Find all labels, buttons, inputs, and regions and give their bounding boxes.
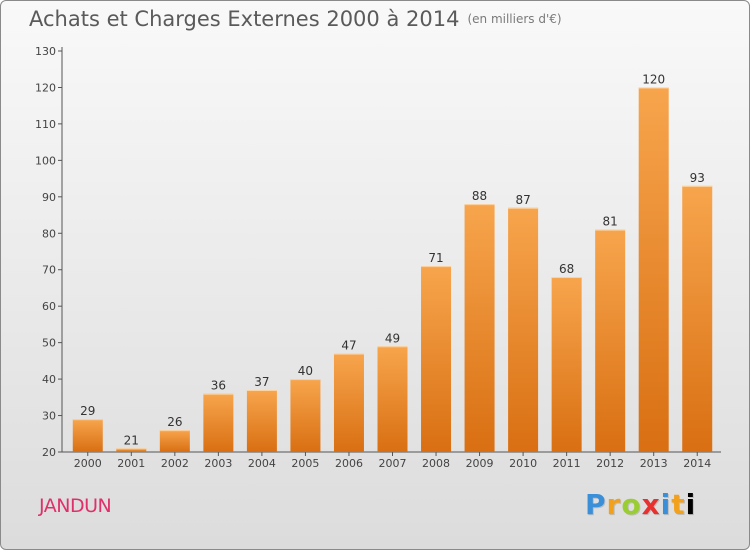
y-tick-label: 120: [35, 81, 56, 94]
commune-name: JANDUN: [39, 495, 112, 517]
data-label-2007: 49: [385, 331, 400, 345]
bar-top-edge: [246, 390, 277, 392]
x-tick-label: 2003: [204, 457, 232, 470]
data-label-2014: 93: [690, 171, 705, 185]
bar-top-edge: [290, 379, 321, 381]
y-tick-label: 110: [35, 118, 56, 131]
logo-letter: i: [685, 488, 697, 521]
chart-title-text: Achats et Charges Externes 2000 à 2014: [29, 7, 460, 31]
logo-letter: r: [606, 488, 622, 521]
data-label-2013: 120: [642, 72, 665, 86]
bar-2001: [116, 448, 147, 452]
chart-unit-label: (en milliers d'€): [467, 12, 562, 26]
bar-top-edge: [464, 204, 495, 206]
bar-top-edge: [682, 185, 713, 187]
x-tick-label: 2010: [509, 457, 537, 470]
x-tick-label: 2012: [596, 457, 624, 470]
bar-2011: [551, 277, 582, 452]
bar-top-edge: [159, 430, 190, 432]
bar-top-edge: [72, 419, 103, 421]
x-tick-label: 2002: [161, 457, 189, 470]
y-tick-label: 80: [42, 227, 56, 240]
bar-2009: [464, 204, 495, 452]
bar-2000: [72, 419, 103, 452]
data-label-2009: 88: [472, 189, 487, 203]
y-tick-label: 100: [35, 154, 56, 167]
y-tick-label: 30: [42, 410, 56, 423]
bar-2003: [203, 393, 234, 452]
bar-2006: [333, 353, 364, 452]
bar-2004: [246, 390, 277, 452]
data-label-2010: 87: [515, 193, 530, 207]
data-label-2012: 81: [603, 215, 618, 229]
bar-top-edge: [116, 448, 147, 450]
bar-2010: [508, 207, 539, 452]
bar-top-edge: [203, 393, 234, 395]
y-tick-label: 20: [42, 446, 56, 459]
bar-top-edge: [508, 207, 539, 209]
chart-title: Achats et Charges Externes 2000 à 2014 (e…: [29, 7, 562, 31]
chart-axes: 20 30 40 50 60 70 80 90 100 110 120 130 2000 2001 2002…: [35, 45, 721, 470]
bar-2014: [682, 185, 713, 452]
data-label-2005: 40: [298, 364, 313, 378]
bar-top-edge: [551, 277, 582, 279]
x-tick-label: 2004: [248, 457, 276, 470]
proxiti-logo[interactable]: Proxiti: [585, 488, 696, 521]
x-tick-label: 2011: [553, 457, 581, 470]
bar-2012: [595, 229, 626, 452]
bar-2005: [290, 379, 321, 452]
x-tick-label: 2009: [466, 457, 494, 470]
bar-2008: [421, 266, 452, 452]
bar-top-edge: [377, 346, 408, 348]
logo-letter: t: [671, 488, 686, 521]
logo-letter: P: [585, 488, 607, 521]
data-label-2000: 29: [80, 404, 95, 418]
y-tick-label: 70: [42, 264, 56, 277]
bar-top-edge: [421, 266, 452, 268]
chart-bars: [72, 87, 713, 453]
x-tick-label: 2005: [291, 457, 319, 470]
y-tick-label: 90: [42, 191, 56, 204]
x-tick-label: 2007: [379, 457, 407, 470]
data-label-2001: 21: [124, 433, 139, 447]
bar-2002: [159, 430, 190, 452]
logo-letter: x: [641, 488, 661, 521]
data-label-2002: 26: [167, 415, 182, 429]
bar-top-edge: [638, 87, 669, 89]
x-tick-label: 2014: [683, 457, 711, 470]
logo-letter: i: [660, 488, 672, 521]
x-tick-label: 2001: [117, 457, 145, 470]
data-label-2011: 68: [559, 262, 574, 276]
x-tick-label: 2000: [74, 457, 102, 470]
logo-letter: o: [621, 488, 642, 521]
data-label-2008: 71: [428, 251, 443, 265]
y-tick-label: 40: [42, 373, 56, 386]
y-tick-label: 60: [42, 300, 56, 313]
data-label-2006: 47: [341, 339, 356, 353]
bar-top-edge: [333, 353, 364, 355]
data-label-2004: 37: [254, 375, 269, 389]
y-tick-label: 50: [42, 337, 56, 350]
bar-2007: [377, 346, 408, 452]
data-label-2003: 36: [211, 379, 226, 393]
bar-2013: [638, 87, 669, 453]
x-tick-label: 2008: [422, 457, 450, 470]
x-tick-label: 2013: [640, 457, 668, 470]
y-tick-label: 130: [35, 45, 56, 58]
chart-data-labels: 29 21 26 36 37 40 47 49 71 88 87 68 81 120 93: [80, 72, 705, 447]
bar-top-edge: [595, 229, 626, 231]
x-tick-label: 2006: [335, 457, 363, 470]
